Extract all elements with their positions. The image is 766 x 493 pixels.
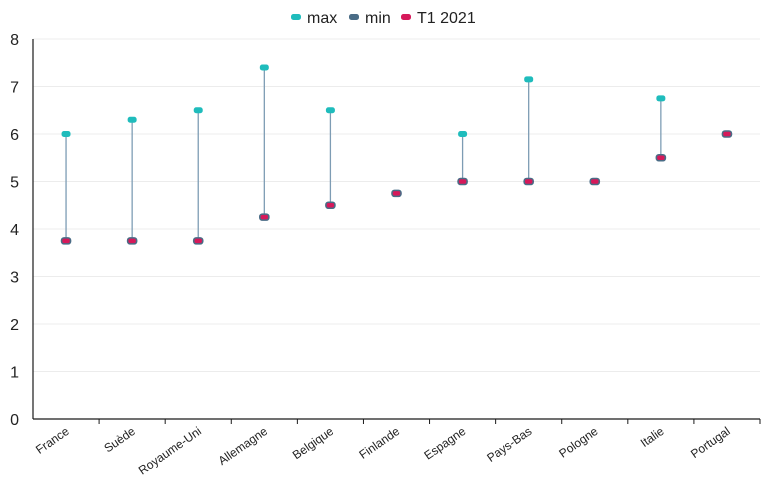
max-marker-pays-bas	[524, 76, 534, 83]
legend-swatch-max	[291, 14, 301, 20]
chart-legend: max min T1 2021	[291, 10, 476, 27]
max-marker-belgique	[325, 107, 335, 114]
y-tick-label: 2	[10, 317, 19, 334]
current-marker-france	[60, 237, 72, 245]
max-marker-allemagne	[259, 64, 269, 71]
range-lines	[65, 67, 662, 241]
current-marker-belgique	[325, 201, 336, 210]
x-tick-label-portugal: Portugal	[688, 424, 733, 461]
current-marker-italie	[655, 153, 667, 162]
max-marker-suede	[127, 116, 137, 123]
y-tick-label: 3	[10, 270, 19, 287]
x-tick-label-allemagne: Allemagne	[216, 424, 271, 468]
max-marker-italie	[656, 95, 666, 102]
x-tick-label-pays-bas: Pays-Bas	[484, 424, 534, 465]
x-tick-label-pologne: Pologne	[556, 424, 600, 461]
legend-swatch-min	[349, 14, 359, 20]
max-marker-espagne	[458, 131, 468, 137]
y-tick-label: 1	[10, 365, 19, 382]
y-tick-label: 8	[10, 32, 19, 49]
y-tick-label: 6	[10, 127, 19, 144]
x-tick-label-espagne: Espagne	[421, 424, 468, 463]
gridlines	[33, 38, 760, 372]
x-tick-label-finlande: Finlande	[356, 424, 402, 462]
max-marker-france	[61, 131, 71, 137]
axes	[32, 39, 760, 420]
x-tick-label-belgique: Belgique	[290, 424, 337, 462]
data-markers	[60, 64, 733, 245]
y-axis-ticks: 0 1 2 3 4 5 6 7 8	[10, 32, 19, 429]
x-tick-label-france: France	[33, 424, 72, 457]
current-marker-allemagne	[259, 213, 270, 221]
y-tick-label: 0	[10, 412, 19, 429]
legend-label-min: min	[365, 10, 391, 27]
max-marker-royaume-uni	[193, 107, 203, 114]
current-marker-pologne	[589, 177, 601, 186]
y-tick-label: 5	[10, 175, 19, 192]
legend-label-max: max	[307, 10, 337, 27]
current-marker-finlande	[391, 189, 402, 198]
current-marker-royaume-uni	[192, 237, 204, 245]
y-tick-label: 4	[10, 222, 19, 239]
legend-swatch-t1-2021	[401, 14, 411, 20]
current-marker-espagne	[457, 177, 468, 186]
x-tick-label-suede: Suède	[101, 424, 138, 456]
current-marker-pays-bas	[523, 177, 534, 186]
x-tick-label-italie: Italie	[638, 424, 667, 450]
current-marker-portugal	[721, 130, 733, 138]
y-tick-label: 7	[10, 80, 19, 97]
x-tick-label-royaume-uni: Royaume-Uni	[136, 424, 204, 478]
current-marker-suede	[126, 237, 138, 245]
legend-label-t1-2021: T1 2021	[417, 10, 476, 27]
